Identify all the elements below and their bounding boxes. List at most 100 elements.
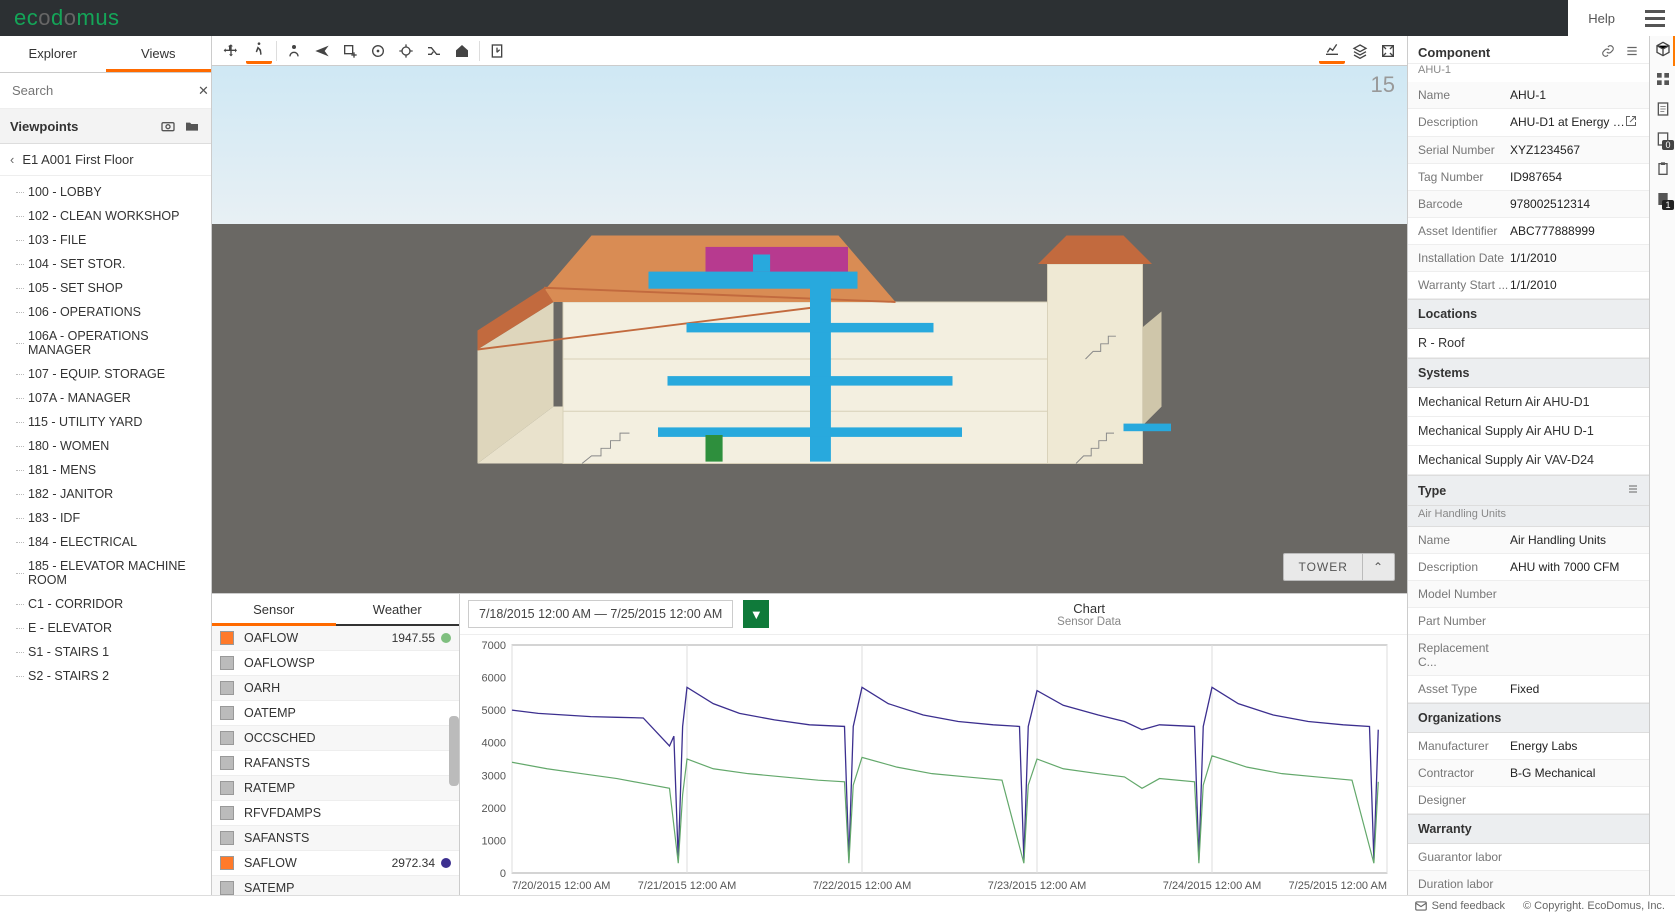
menu-icon[interactable] xyxy=(1635,0,1675,36)
building-model xyxy=(420,160,1199,521)
cube-icon[interactable] xyxy=(1654,40,1672,58)
sensor-row[interactable]: RAFANSTS xyxy=(212,751,459,776)
svg-text:5000: 5000 xyxy=(482,705,506,717)
tree-item[interactable]: 106A - OPERATIONS MANAGER xyxy=(10,324,211,362)
breadcrumb-label: E1 A001 First Floor xyxy=(22,152,133,167)
tab-views[interactable]: Views xyxy=(106,36,212,72)
camera-icon[interactable] xyxy=(159,117,177,135)
tree-item[interactable]: 102 - CLEAN WORKSHOP xyxy=(10,204,211,228)
tower-badge[interactable]: TOWER ⌃ xyxy=(1283,553,1395,581)
tree-item[interactable]: 184 - ELECTRICAL xyxy=(10,530,211,554)
list-icon[interactable] xyxy=(1625,44,1639,61)
tab-explorer[interactable]: Explorer xyxy=(0,36,106,72)
orbit-icon[interactable] xyxy=(365,38,391,64)
prop-row: Warranty Start ...1/1/2010 xyxy=(1408,272,1649,299)
list-icon[interactable] xyxy=(1627,483,1639,498)
viewport-3d[interactable]: 15 xyxy=(212,66,1407,593)
sensor-name: RAFANSTS xyxy=(244,756,451,770)
sensor-row[interactable]: RATEMP xyxy=(212,776,459,801)
tree-item[interactable]: 182 - JANITOR xyxy=(10,482,211,506)
tree-item[interactable]: 104 - SET STOR. xyxy=(10,252,211,276)
location-row[interactable]: R - Roof xyxy=(1408,329,1649,358)
sensor-row[interactable]: SATEMP xyxy=(212,876,459,895)
prop-row: Part Number xyxy=(1408,608,1649,635)
prop-row: Barcode978002512314 xyxy=(1408,191,1649,218)
target-icon[interactable] xyxy=(393,38,419,64)
viewpoints-label: Viewpoints xyxy=(10,119,78,134)
date-dropdown-button[interactable]: ▼ xyxy=(743,600,769,628)
box-add-icon[interactable] xyxy=(337,38,363,64)
sensor-swatch xyxy=(220,831,234,845)
scrollbar[interactable] xyxy=(449,716,459,786)
layers-icon[interactable] xyxy=(1347,38,1373,64)
folder-icon[interactable] xyxy=(183,117,201,135)
prop-row: ContractorB-G Mechanical xyxy=(1408,760,1649,787)
person-icon[interactable] xyxy=(281,38,307,64)
copyright: © Copyright. EcoDomus, Inc. xyxy=(1523,900,1665,912)
tree-item[interactable]: E - ELEVATOR xyxy=(10,616,211,640)
export-icon[interactable] xyxy=(484,38,510,64)
sensor-row[interactable]: OATEMP xyxy=(212,701,459,726)
badge-one-icon[interactable]: 1 xyxy=(1654,190,1672,208)
tree-item[interactable]: S2 - STAIRS 2 xyxy=(10,664,211,688)
prop-row: Tag NumberID987654 xyxy=(1408,164,1649,191)
sensor-row[interactable]: OARH xyxy=(212,676,459,701)
help-link[interactable]: Help xyxy=(1568,11,1635,26)
doc-icon[interactable] xyxy=(1654,100,1672,118)
tree-item[interactable]: 180 - WOMEN xyxy=(10,434,211,458)
tree-item[interactable]: 107 - EQUIP. STORAGE xyxy=(10,362,211,386)
send-feedback[interactable]: Send feedback xyxy=(1414,899,1505,913)
sensor-name: SATEMP xyxy=(244,881,451,895)
system-row[interactable]: Mechanical Supply Air VAV-D24 xyxy=(1408,446,1649,475)
prop-row: Asset IdentifierABC777888999 xyxy=(1408,218,1649,245)
move-icon[interactable] xyxy=(218,38,244,64)
sensor-row[interactable]: RFVFDAMPS xyxy=(212,801,459,826)
chart-icon[interactable] xyxy=(1319,38,1345,64)
link-icon[interactable] xyxy=(1601,44,1615,61)
tree-item[interactable]: 183 - IDF xyxy=(10,506,211,530)
tree-item[interactable]: 103 - FILE xyxy=(10,228,211,252)
walk-icon[interactable] xyxy=(246,38,272,64)
sensor-row[interactable]: SAFANSTS xyxy=(212,826,459,851)
svg-text:2000: 2000 xyxy=(482,803,506,815)
system-row[interactable]: Mechanical Supply Air AHU D-1 xyxy=(1408,417,1649,446)
sensor-swatch xyxy=(220,681,234,695)
grid-icon[interactable] xyxy=(1654,70,1672,88)
tree-item[interactable]: 107A - MANAGER xyxy=(10,386,211,410)
tree-item[interactable]: 185 - ELEVATOR MACHINE ROOM xyxy=(10,554,211,592)
tree-item[interactable]: S1 - STAIRS 1 xyxy=(10,640,211,664)
tab-weather[interactable]: Weather xyxy=(336,594,460,626)
sensor-swatch xyxy=(220,631,234,645)
svg-text:4000: 4000 xyxy=(482,738,506,750)
home-icon[interactable] xyxy=(449,38,475,64)
prop-row: Guarantor labor xyxy=(1408,844,1649,871)
tab-sensor[interactable]: Sensor xyxy=(212,594,336,626)
tree-item[interactable]: 115 - UTILITY YARD xyxy=(10,410,211,434)
search-input[interactable] xyxy=(8,79,192,102)
section-header: Systems xyxy=(1408,358,1649,388)
prop-row: NameAir Handling Units xyxy=(1408,527,1649,554)
sensor-row[interactable]: OAFLOW1947.55 xyxy=(212,626,459,651)
clipboard-icon[interactable] xyxy=(1654,160,1672,178)
tree-item[interactable]: 181 - MENS xyxy=(10,458,211,482)
shuffle-icon[interactable] xyxy=(421,38,447,64)
clear-icon[interactable]: ✕ xyxy=(198,82,209,100)
plane-icon[interactable] xyxy=(309,38,335,64)
tree-item[interactable]: 106 - OPERATIONS xyxy=(10,300,211,324)
system-row[interactable]: Mechanical Return Air AHU-D1 xyxy=(1408,388,1649,417)
tree-item[interactable]: 100 - LOBBY xyxy=(10,180,211,204)
sensor-row[interactable]: OCCSCHED xyxy=(212,726,459,751)
prop-row: DescriptionAHU-D1 at Energy Labs... xyxy=(1408,109,1649,137)
prop-row: ManufacturerEnergy Labs xyxy=(1408,733,1649,760)
maximize-icon[interactable] xyxy=(1375,38,1401,64)
sensor-row[interactable]: SAFLOW2972.34 xyxy=(212,851,459,876)
bottom-panel: Sensor Weather OAFLOW1947.55OAFLOWSPOARH… xyxy=(212,593,1407,895)
date-range[interactable]: 7/18/2015 12:00 AM — 7/25/2015 12:00 AM xyxy=(468,600,733,628)
tree-item[interactable]: 105 - SET SHOP xyxy=(10,276,211,300)
sensor-row[interactable]: OAFLOWSP xyxy=(212,651,459,676)
breadcrumb[interactable]: ‹ E1 A001 First Floor xyxy=(0,144,211,176)
open-icon[interactable] xyxy=(1625,115,1639,130)
tree-item[interactable]: C1 - CORRIDOR xyxy=(10,592,211,616)
badge-zero-icon[interactable]: 0 xyxy=(1654,130,1672,148)
right-rail: 0 1 xyxy=(1649,36,1675,895)
